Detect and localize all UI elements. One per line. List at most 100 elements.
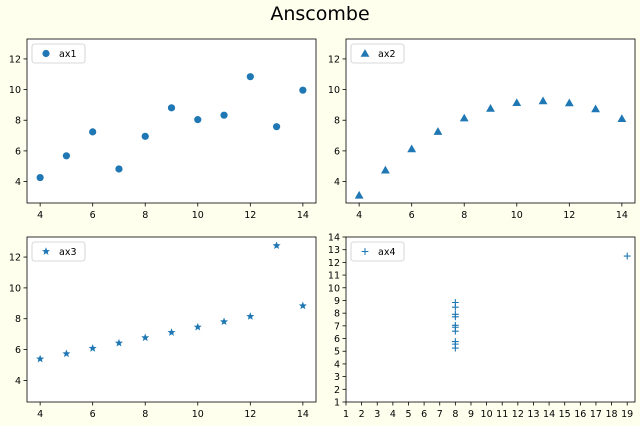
data-point [62, 349, 71, 358]
y-tick-label: 13 [328, 245, 340, 256]
y-tick-label: 8 [15, 314, 21, 325]
data-point [617, 114, 627, 123]
y-tick-label: 1 [334, 398, 340, 409]
subplot-ax2: 4 6 8 10 12 14 4 6 8 10 12 ax2 [328, 38, 636, 221]
axes-frame [345, 38, 636, 204]
y-tick-label: 5 [334, 347, 340, 358]
data-point [451, 303, 459, 311]
data-point [115, 165, 123, 173]
x-tick-label: 10 [192, 210, 204, 221]
y-tick-label: 8 [15, 116, 21, 127]
x-tick-label: 8 [142, 210, 148, 221]
x-tick-label: 19 [621, 409, 633, 420]
x-tick-label: 6 [421, 409, 427, 420]
data-point [141, 333, 150, 342]
x-tick-label: 6 [409, 210, 415, 221]
x-tick-label: 8 [452, 409, 458, 420]
data-point [299, 86, 307, 94]
y-tick-label: 4 [15, 177, 21, 188]
y-tick-label: 12 [9, 54, 21, 65]
data-point [451, 340, 459, 348]
legend-label: ax1 [59, 49, 77, 60]
x-tick-label: 2 [359, 409, 365, 420]
data-point [451, 310, 459, 318]
data-point [167, 104, 176, 112]
subplot-ax3: 4 6 8 10 12 14 4 6 8 10 12 ax3 [9, 236, 317, 420]
x-tick-label: 12 [244, 409, 256, 420]
y-tick-label: 12 [328, 258, 340, 269]
data-point [512, 98, 522, 107]
y-tick-label: 6 [334, 334, 340, 345]
y-tick-label: 6 [15, 146, 21, 157]
x-tick-label: 10 [511, 210, 523, 221]
x-tick-label: 14 [543, 409, 555, 420]
data-point [89, 128, 97, 136]
axes-frame [345, 236, 636, 403]
legend-label: ax2 [378, 49, 396, 60]
x-tick-label: 17 [590, 409, 602, 420]
data-point [451, 323, 459, 331]
y-tick-label: 4 [15, 376, 21, 387]
x-tick-label: 11 [496, 409, 508, 420]
y-tick-label: 9 [334, 296, 340, 307]
data-point [62, 152, 71, 160]
data-point [298, 301, 307, 310]
x-tick-label: 16 [574, 409, 586, 420]
legend-marker [42, 49, 50, 58]
axes-frame [26, 38, 317, 204]
data-point [623, 252, 631, 260]
data-point [354, 190, 364, 199]
figure-title: Anscombe [270, 3, 370, 25]
legend-box [350, 43, 405, 64]
y-tick-label: 10 [9, 283, 21, 294]
legend-label: ax4 [378, 247, 396, 258]
legend-marker [361, 248, 369, 255]
legend-marker [42, 247, 50, 255]
data-point [141, 132, 149, 140]
data-point [36, 354, 45, 363]
data-point [272, 241, 281, 250]
data-point [167, 328, 176, 336]
data-point [272, 123, 281, 131]
subplot-ax1: 4 6 8 10 12 14 4 6 8 10 12 ax1 [9, 38, 317, 221]
x-tick-label: 6 [90, 210, 96, 221]
data-point [36, 173, 44, 182]
legend-box [31, 241, 86, 262]
x-tick-label: 1 [343, 409, 349, 420]
x-tick-label: 4 [37, 210, 43, 221]
x-tick-label: 14 [297, 409, 309, 420]
axes-background [346, 39, 635, 203]
data-point [407, 144, 417, 153]
y-tick-label: 10 [9, 85, 21, 96]
x-tick-label: 14 [297, 210, 309, 221]
y-tick-label: 11 [328, 271, 340, 282]
x-tick-label: 7 [437, 409, 443, 420]
data-point [381, 165, 390, 174]
x-tick-label: 4 [37, 409, 43, 420]
y-tick-label: 6 [15, 345, 21, 356]
data-point [433, 127, 443, 135]
y-tick-label: 12 [9, 253, 21, 264]
data-point [486, 104, 495, 112]
y-tick-label: 14 [328, 233, 340, 244]
y-tick-label: 3 [334, 372, 340, 383]
x-tick-label: 4 [356, 210, 362, 221]
data-point [114, 338, 123, 347]
axes-background [27, 39, 316, 203]
x-tick-label: 15 [559, 409, 571, 420]
x-tick-label: 12 [563, 210, 575, 221]
y-tick-label: 8 [334, 309, 340, 320]
x-tick-label: 3 [374, 409, 380, 420]
legend-marker [360, 49, 370, 57]
y-tick-label: 7 [334, 321, 340, 332]
y-tick-label: 2 [334, 385, 340, 396]
subplot-ax4: 1 2 3 4 5 6 7 8 9 10 11 12 13 14 15 16 17 18 1912345678910… [328, 233, 636, 420]
x-tick-label: 12 [244, 210, 256, 221]
x-tick-label: 6 [90, 409, 96, 420]
x-tick-label: 4 [390, 409, 396, 420]
data-point [194, 116, 202, 124]
x-tick-label: 8 [142, 409, 148, 420]
x-tick-label: 13 [527, 409, 539, 420]
y-tick-label: 6 [334, 146, 340, 157]
